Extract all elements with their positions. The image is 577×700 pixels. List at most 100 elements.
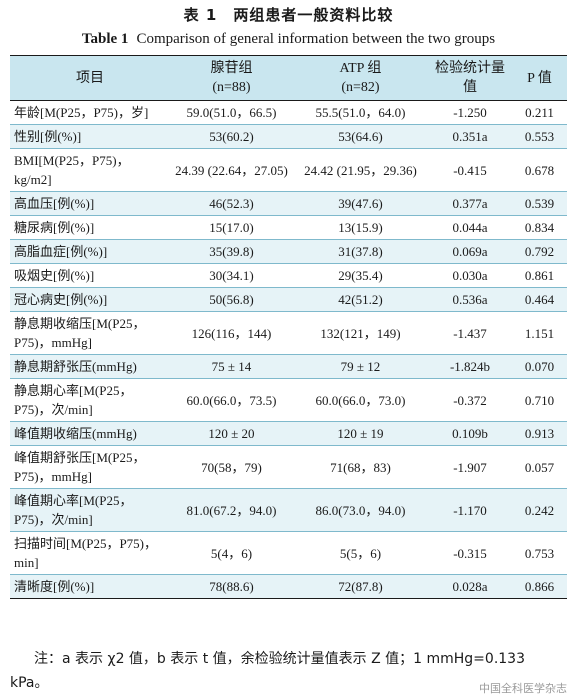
header-stat: 检验统计量值: [428, 55, 512, 101]
table-row: 吸烟史[例(%)] 30(34.1) 29(35.4) 0.030a 0.861: [10, 263, 567, 288]
header-group2: ATP 组 (n=82): [293, 55, 428, 101]
row-p: 0.242: [512, 488, 567, 532]
row-group1: 5(4，6): [170, 531, 293, 575]
row-group1: 60.0(66.0，73.5): [170, 378, 293, 422]
row-item: 峰值期收缩压(mmHg): [10, 421, 170, 446]
row-item: 年龄[M(P25，P75)，岁]: [10, 100, 170, 125]
row-group2: 79 ± 12: [293, 354, 428, 379]
table-row: 高血压[例(%)] 46(52.3) 39(47.6) 0.377a 0.539: [10, 191, 567, 216]
row-group2: 31(37.8): [293, 239, 428, 264]
row-stat: -1.437: [428, 311, 512, 355]
row-group2: 42(51.2): [293, 287, 428, 312]
row-group2: 13(15.9): [293, 215, 428, 240]
row-item: 糖尿病[例(%)]: [10, 215, 170, 240]
table-row: 扫描时间[M(P25，P75)，min] 5(4，6) 5(5，6) -0.315 0.…: [10, 531, 567, 575]
row-stat: 0.351a: [428, 124, 512, 149]
row-group2: 120 ± 19: [293, 421, 428, 446]
row-item: 静息期收缩压[M(P25，P75)，mmHg]: [10, 311, 170, 355]
row-item: 静息期舒张压(mmHg): [10, 354, 170, 379]
row-group2: 24.42 (21.95，29.36): [293, 148, 428, 192]
row-group2: 55.5(51.0，64.0): [293, 100, 428, 125]
header-group2-name: ATP 组: [339, 61, 382, 76]
row-p: 0.464: [512, 287, 567, 312]
table-title-cn: 表 1 两组患者一般资料比较: [183, 6, 394, 24]
row-group2: 29(35.4): [293, 263, 428, 288]
table-label-en: Table 1: [81, 31, 129, 47]
row-p: 0.057: [512, 445, 567, 489]
row-group1: 24.39 (22.64，27.05): [170, 148, 293, 192]
table-title-en: Table 1 Comparison of general information…: [0, 31, 577, 48]
row-group1: 30(34.1): [170, 263, 293, 288]
row-group1: 46(52.3): [170, 191, 293, 216]
row-item: BMI[M(P25，P75)，kg/m2]: [10, 148, 170, 192]
row-group1: 78(88.6): [170, 574, 293, 599]
row-group1: 53(60.2): [170, 124, 293, 149]
table-row: 年龄[M(P25，P75)，岁] 59.0(51.0，66.5) 55.5(51.0…: [10, 100, 567, 125]
row-p: 0.710: [512, 378, 567, 422]
row-stat: 0.030a: [428, 263, 512, 288]
table-row: 静息期收缩压[M(P25，P75)，mmHg] 126(116，144) 132(1…: [10, 311, 567, 355]
table-row: 糖尿病[例(%)] 15(17.0) 13(15.9) 0.044a 0.834: [10, 215, 567, 240]
row-p: 0.834: [512, 215, 567, 240]
row-stat: -1.170: [428, 488, 512, 532]
row-group1: 126(116，144): [170, 311, 293, 355]
row-group2: 71(68，83): [293, 445, 428, 489]
row-group1: 75 ± 14: [170, 354, 293, 379]
table-row: 峰值期收缩压(mmHg) 120 ± 20 120 ± 19 0.109b 0.913: [10, 421, 567, 446]
row-item: 峰值期舒张压[M(P25，P75)，mmHg]: [10, 445, 170, 489]
row-item: 静息期心率[M(P25，P75)，次/min]: [10, 378, 170, 422]
row-item: 冠心病史[例(%)]: [10, 287, 170, 312]
row-stat: 0.044a: [428, 215, 512, 240]
row-group2: 53(64.6): [293, 124, 428, 149]
row-group2: 86.0(73.0，94.0): [293, 488, 428, 532]
row-group2: 132(121，149): [293, 311, 428, 355]
row-item: 吸烟史[例(%)]: [10, 263, 170, 288]
row-group2: 72(87.8): [293, 574, 428, 599]
table-row: 冠心病史[例(%)] 50(56.8) 42(51.2) 0.536a 0.464: [10, 287, 567, 312]
row-p: 0.678: [512, 148, 567, 192]
row-item: 高脂血症[例(%)]: [10, 239, 170, 264]
header-group1-n: (n=88): [212, 80, 251, 95]
watermark: 中国全科医学杂志: [479, 682, 567, 695]
row-stat: 0.028a: [428, 574, 512, 599]
row-stat: 0.377a: [428, 191, 512, 216]
row-stat: 0.536a: [428, 287, 512, 312]
table-row: BMI[M(P25，P75)，kg/m2] 24.39 (22.64，27.05)…: [10, 148, 567, 192]
row-stat: -0.372: [428, 378, 512, 422]
header-item: 项目: [10, 55, 170, 101]
row-group2: 5(5，6): [293, 531, 428, 575]
row-item: 清晰度[例(%)]: [10, 574, 170, 599]
row-group1: 15(17.0): [170, 215, 293, 240]
row-p: 0.211: [512, 100, 567, 125]
row-stat: -0.315: [428, 531, 512, 575]
row-group1: 50(56.8): [170, 287, 293, 312]
table-row: 峰值期舒张压[M(P25，P75)，mmHg] 70(58，79) 71(68，83…: [10, 445, 567, 489]
row-stat: 0.109b: [428, 421, 512, 446]
row-stat: 0.069a: [428, 239, 512, 264]
row-group1: 70(58，79): [170, 445, 293, 489]
header-p: P 值: [512, 55, 567, 101]
row-p: 0.792: [512, 239, 567, 264]
row-p: 0.539: [512, 191, 567, 216]
table-row: 峰值期心率[M(P25，P75)，次/min] 81.0(67.2，94.0) 86…: [10, 488, 567, 532]
table-note: 注：a 表示 χ2 值，b 表示 t 值，余检验统计量值表示 Z 值；1 mmH…: [10, 651, 525, 691]
row-p: 0.913: [512, 421, 567, 446]
table-caption-en: Comparison of general information betwee…: [136, 31, 496, 47]
table-row: 高脂血症[例(%)] 35(39.8) 31(37.8) 0.069a 0.792: [10, 239, 567, 264]
row-group1: 59.0(51.0，66.5): [170, 100, 293, 125]
table-body: 年龄[M(P25，P75)，岁] 59.0(51.0，66.5) 55.5(51.0…: [10, 100, 567, 599]
table-row: 性别[例(%)] 53(60.2) 53(64.6) 0.351a 0.553: [10, 124, 567, 149]
row-group1: 120 ± 20: [170, 421, 293, 446]
row-p: 0.866: [512, 574, 567, 599]
header-group2-n: (n=82): [341, 80, 380, 95]
row-p: 1.151: [512, 311, 567, 355]
row-p: 0.753: [512, 531, 567, 575]
row-p: 0.553: [512, 124, 567, 149]
row-item: 性别[例(%)]: [10, 124, 170, 149]
row-item: 峰值期心率[M(P25，P75)，次/min]: [10, 488, 170, 532]
row-group1: 35(39.8): [170, 239, 293, 264]
row-p: 0.861: [512, 263, 567, 288]
row-stat: -1.250: [428, 100, 512, 125]
row-stat: -0.415: [428, 148, 512, 192]
comparison-table: 项目 腺苷组 (n=88) ATP 组 (n=82) 检验统计量值 P 值 年龄[M…: [10, 55, 567, 599]
